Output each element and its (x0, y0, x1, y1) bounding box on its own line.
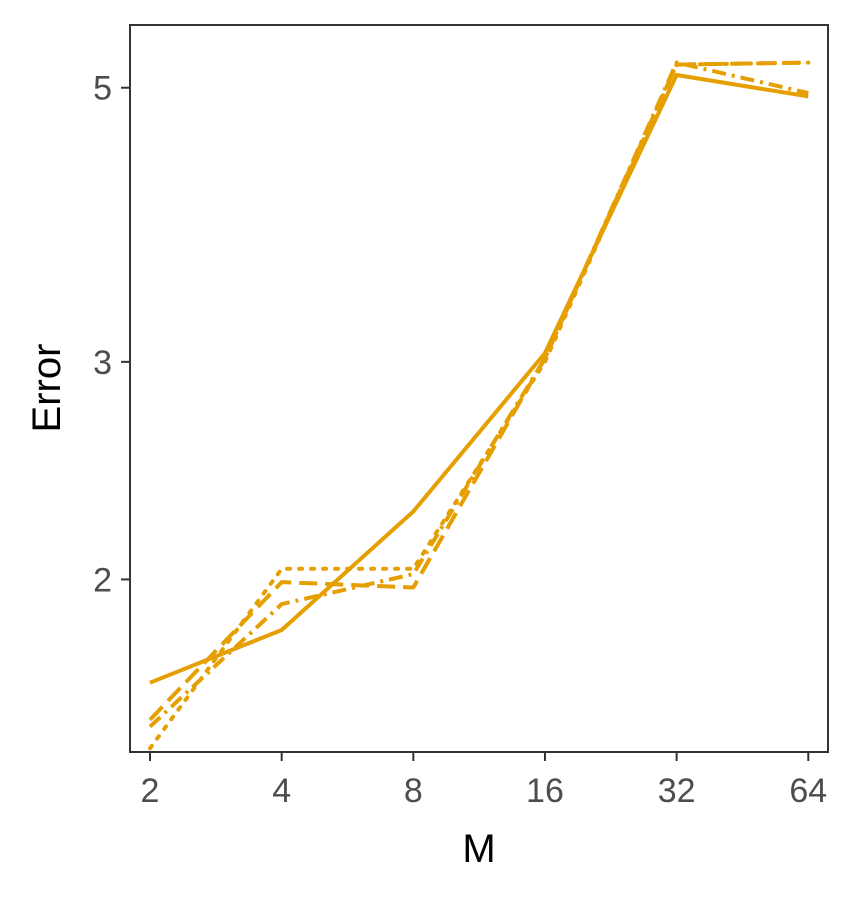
x-tick-label: 2 (141, 772, 160, 810)
x-tick-label: 8 (404, 772, 423, 810)
plot-panel (129, 24, 829, 753)
x-axis: 2 4 8 16 32 64 (141, 752, 827, 810)
y-tick-label: 5 (93, 70, 112, 108)
y-axis-title: Error (25, 344, 69, 433)
x-axis-title: M (462, 827, 495, 871)
x-tick-label: 16 (526, 772, 564, 810)
series-layer (148, 60, 811, 751)
x-tick-label: 4 (272, 772, 291, 810)
y-tick-label: 3 (93, 344, 112, 382)
x-tick-label: 32 (658, 772, 696, 810)
y-axis: 2 3 5 (93, 70, 130, 599)
series-line-dashed (148, 60, 809, 722)
series-line-dashdot (148, 60, 809, 729)
series-line-dotted (148, 60, 811, 751)
series-line-solid (149, 73, 809, 685)
x-tick-label: 64 (789, 772, 827, 810)
y-tick-label: 2 (93, 561, 112, 599)
